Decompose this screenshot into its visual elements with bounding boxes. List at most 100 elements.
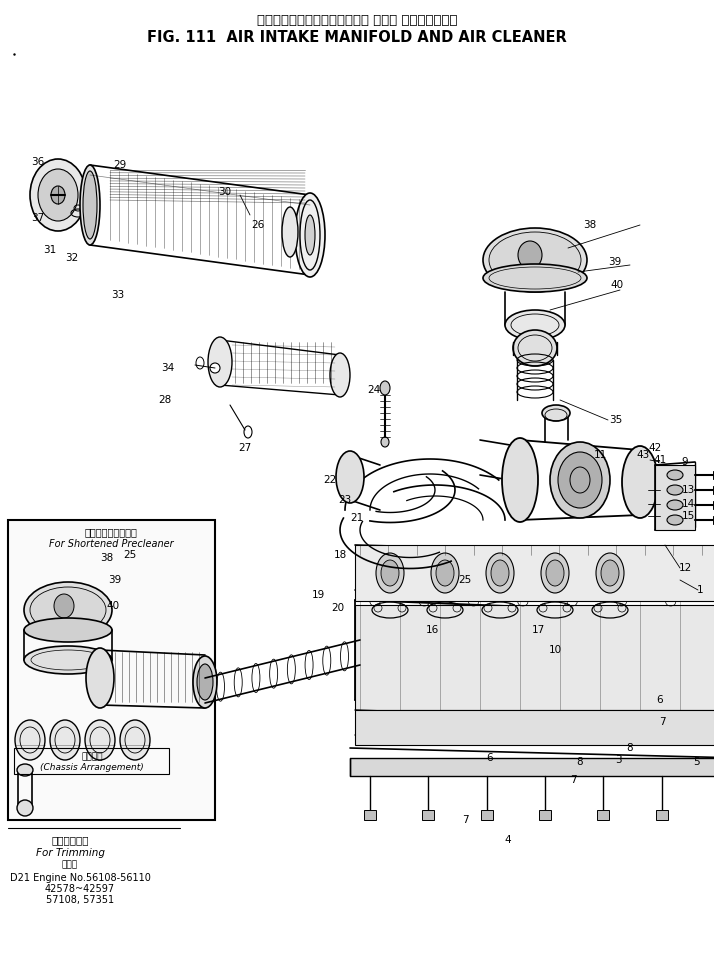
Text: 36: 36 xyxy=(31,157,44,167)
Text: 57108, 57351: 57108, 57351 xyxy=(46,895,114,905)
Ellipse shape xyxy=(282,207,298,257)
Ellipse shape xyxy=(50,720,80,760)
Ellipse shape xyxy=(193,656,217,708)
Ellipse shape xyxy=(667,485,683,495)
Text: 41: 41 xyxy=(653,455,667,465)
Text: 25: 25 xyxy=(458,575,472,585)
Text: 29: 29 xyxy=(114,160,126,170)
Text: 15: 15 xyxy=(681,511,695,521)
Bar xyxy=(14,748,169,774)
Ellipse shape xyxy=(436,560,454,586)
Ellipse shape xyxy=(622,446,658,518)
Ellipse shape xyxy=(38,169,78,221)
Ellipse shape xyxy=(24,582,112,638)
Ellipse shape xyxy=(380,381,390,395)
Ellipse shape xyxy=(381,437,389,447)
Text: 10: 10 xyxy=(548,645,562,655)
Text: 21: 21 xyxy=(351,513,363,523)
Bar xyxy=(713,471,714,479)
Ellipse shape xyxy=(381,560,399,586)
Text: 34: 34 xyxy=(161,363,175,373)
Ellipse shape xyxy=(85,720,115,760)
Ellipse shape xyxy=(505,310,565,340)
Text: 40: 40 xyxy=(610,280,623,290)
Text: 13: 13 xyxy=(681,485,695,495)
Bar xyxy=(655,465,695,530)
Ellipse shape xyxy=(596,553,624,593)
Text: 39: 39 xyxy=(608,257,622,267)
Text: 27: 27 xyxy=(238,443,251,453)
Ellipse shape xyxy=(558,452,602,508)
Text: 6: 6 xyxy=(487,753,493,763)
Ellipse shape xyxy=(483,228,587,292)
Bar xyxy=(481,810,493,820)
Text: 18: 18 xyxy=(333,550,346,560)
Text: 28: 28 xyxy=(159,395,171,405)
Ellipse shape xyxy=(667,515,683,525)
Text: 42: 42 xyxy=(648,443,662,453)
Bar xyxy=(355,545,714,601)
Text: 縮小プリクリーナ用: 縮小プリクリーナ用 xyxy=(84,527,137,537)
Text: 3: 3 xyxy=(615,755,621,765)
Ellipse shape xyxy=(483,264,587,292)
Ellipse shape xyxy=(210,363,220,373)
Ellipse shape xyxy=(546,560,564,586)
Ellipse shape xyxy=(431,553,459,593)
Ellipse shape xyxy=(30,587,106,633)
Text: D21 Engine No.56108-56110: D21 Engine No.56108-56110 xyxy=(9,873,151,883)
Text: 4: 4 xyxy=(505,835,511,845)
Ellipse shape xyxy=(197,664,213,700)
Ellipse shape xyxy=(80,165,100,245)
Ellipse shape xyxy=(295,193,325,277)
Text: 32: 32 xyxy=(66,253,79,263)
Ellipse shape xyxy=(667,470,683,480)
Ellipse shape xyxy=(86,648,114,708)
Text: 38: 38 xyxy=(583,220,597,230)
Text: 23: 23 xyxy=(338,495,351,505)
Text: 16: 16 xyxy=(426,625,438,635)
Bar xyxy=(539,810,551,820)
Text: (Chassis Arrangement): (Chassis Arrangement) xyxy=(40,763,144,772)
Ellipse shape xyxy=(83,197,93,207)
Text: 30: 30 xyxy=(218,187,231,197)
Text: 37: 37 xyxy=(31,213,44,223)
Text: 8: 8 xyxy=(627,743,633,753)
Text: 22: 22 xyxy=(323,475,336,485)
Text: 43: 43 xyxy=(636,450,650,460)
Text: 20: 20 xyxy=(331,603,345,613)
Bar xyxy=(423,810,434,820)
Text: 6: 6 xyxy=(657,695,663,705)
Text: 40: 40 xyxy=(106,601,119,611)
Text: 7: 7 xyxy=(659,717,665,727)
Text: 9: 9 xyxy=(682,457,688,467)
Ellipse shape xyxy=(336,451,364,503)
Text: 8: 8 xyxy=(577,757,583,767)
Bar xyxy=(364,810,376,820)
Ellipse shape xyxy=(30,159,86,231)
Text: 7: 7 xyxy=(462,815,468,825)
Ellipse shape xyxy=(330,353,350,397)
Text: For Trimming: For Trimming xyxy=(36,848,104,858)
Ellipse shape xyxy=(667,500,683,510)
Bar xyxy=(713,486,714,494)
Text: 14: 14 xyxy=(681,499,695,509)
Text: 車体装備: 車体装備 xyxy=(81,753,103,761)
Ellipse shape xyxy=(542,405,570,421)
Text: 31: 31 xyxy=(44,245,56,255)
Ellipse shape xyxy=(24,618,112,642)
Text: 1: 1 xyxy=(697,585,703,595)
Ellipse shape xyxy=(54,594,74,618)
Bar xyxy=(713,516,714,524)
Bar xyxy=(655,810,668,820)
Ellipse shape xyxy=(17,800,33,816)
Ellipse shape xyxy=(541,553,569,593)
Ellipse shape xyxy=(51,186,65,204)
Ellipse shape xyxy=(550,442,610,518)
Text: 19: 19 xyxy=(311,590,325,600)
Ellipse shape xyxy=(489,232,581,288)
Text: エアーインテークマニホールド および エアークリーナ: エアーインテークマニホールド および エアークリーナ xyxy=(257,14,457,27)
Text: 25: 25 xyxy=(124,550,136,560)
Ellipse shape xyxy=(491,560,509,586)
Text: For Shortened Precleaner: For Shortened Precleaner xyxy=(49,539,174,549)
Text: 26: 26 xyxy=(251,220,265,230)
